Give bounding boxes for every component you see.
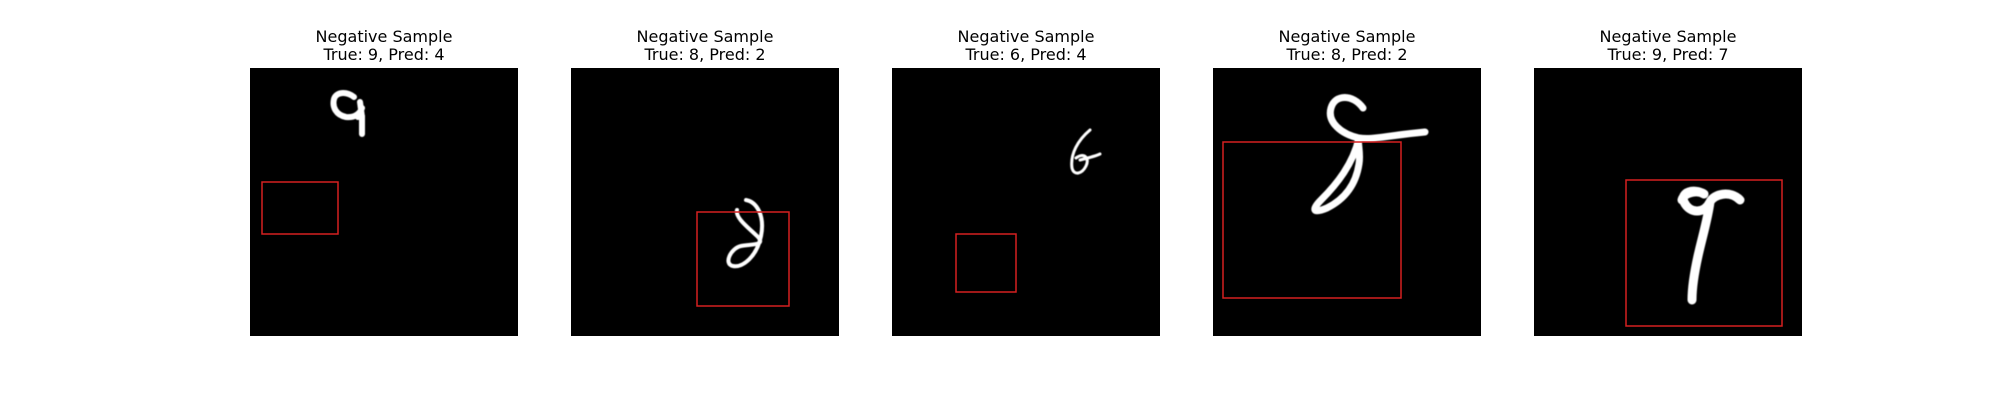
digit-image-svg [955,128,1102,293]
sample-panel-5: Negative Sample True: 9, Pred: 7 [1534,0,1802,340]
sample-panel-1: Negative Sample True: 9, Pred: 4 [250,0,518,340]
digit-stroke [1677,186,1745,305]
sample-image [1213,68,1481,336]
panel-title: Negative Sample [1278,27,1416,46]
bounding-box [1222,141,1402,299]
panel-subtitle: True: 9, Pred: 4 [323,45,445,64]
digit-image-svg [696,198,790,307]
digit-stroke [330,90,365,137]
panel-subtitle: True: 8, Pred: 2 [1286,45,1408,64]
digit-image-svg [1222,94,1429,299]
sample-panel-3: Negative Sample True: 6, Pred: 4 [892,0,1160,340]
panel-title: Negative Sample [315,27,453,46]
panel-title: Negative Sample [636,27,774,46]
bounding-box [955,233,1017,293]
sample-panel-2: Negative Sample True: 8, Pred: 2 [571,0,839,340]
digit-image-svg [1625,179,1783,327]
bounding-box [261,181,339,235]
digit-image-svg [261,90,365,235]
sample-image [1534,68,1802,336]
sample-image [892,68,1160,336]
sample-image [571,68,839,336]
digit-stroke [726,198,764,269]
panel-subtitle: True: 8, Pred: 2 [644,45,766,64]
sample-image [250,68,518,336]
sample-panel-4: Negative Sample True: 8, Pred: 2 [1213,0,1481,340]
bounding-box [1625,179,1783,327]
digit-stroke [1311,94,1429,215]
bounding-box [696,211,790,307]
panel-title: Negative Sample [1599,27,1737,46]
panel-subtitle: True: 9, Pred: 7 [1607,45,1729,64]
panel-subtitle: True: 6, Pred: 4 [965,45,1087,64]
digit-stroke [1070,128,1102,175]
panel-title: Negative Sample [957,27,1095,46]
